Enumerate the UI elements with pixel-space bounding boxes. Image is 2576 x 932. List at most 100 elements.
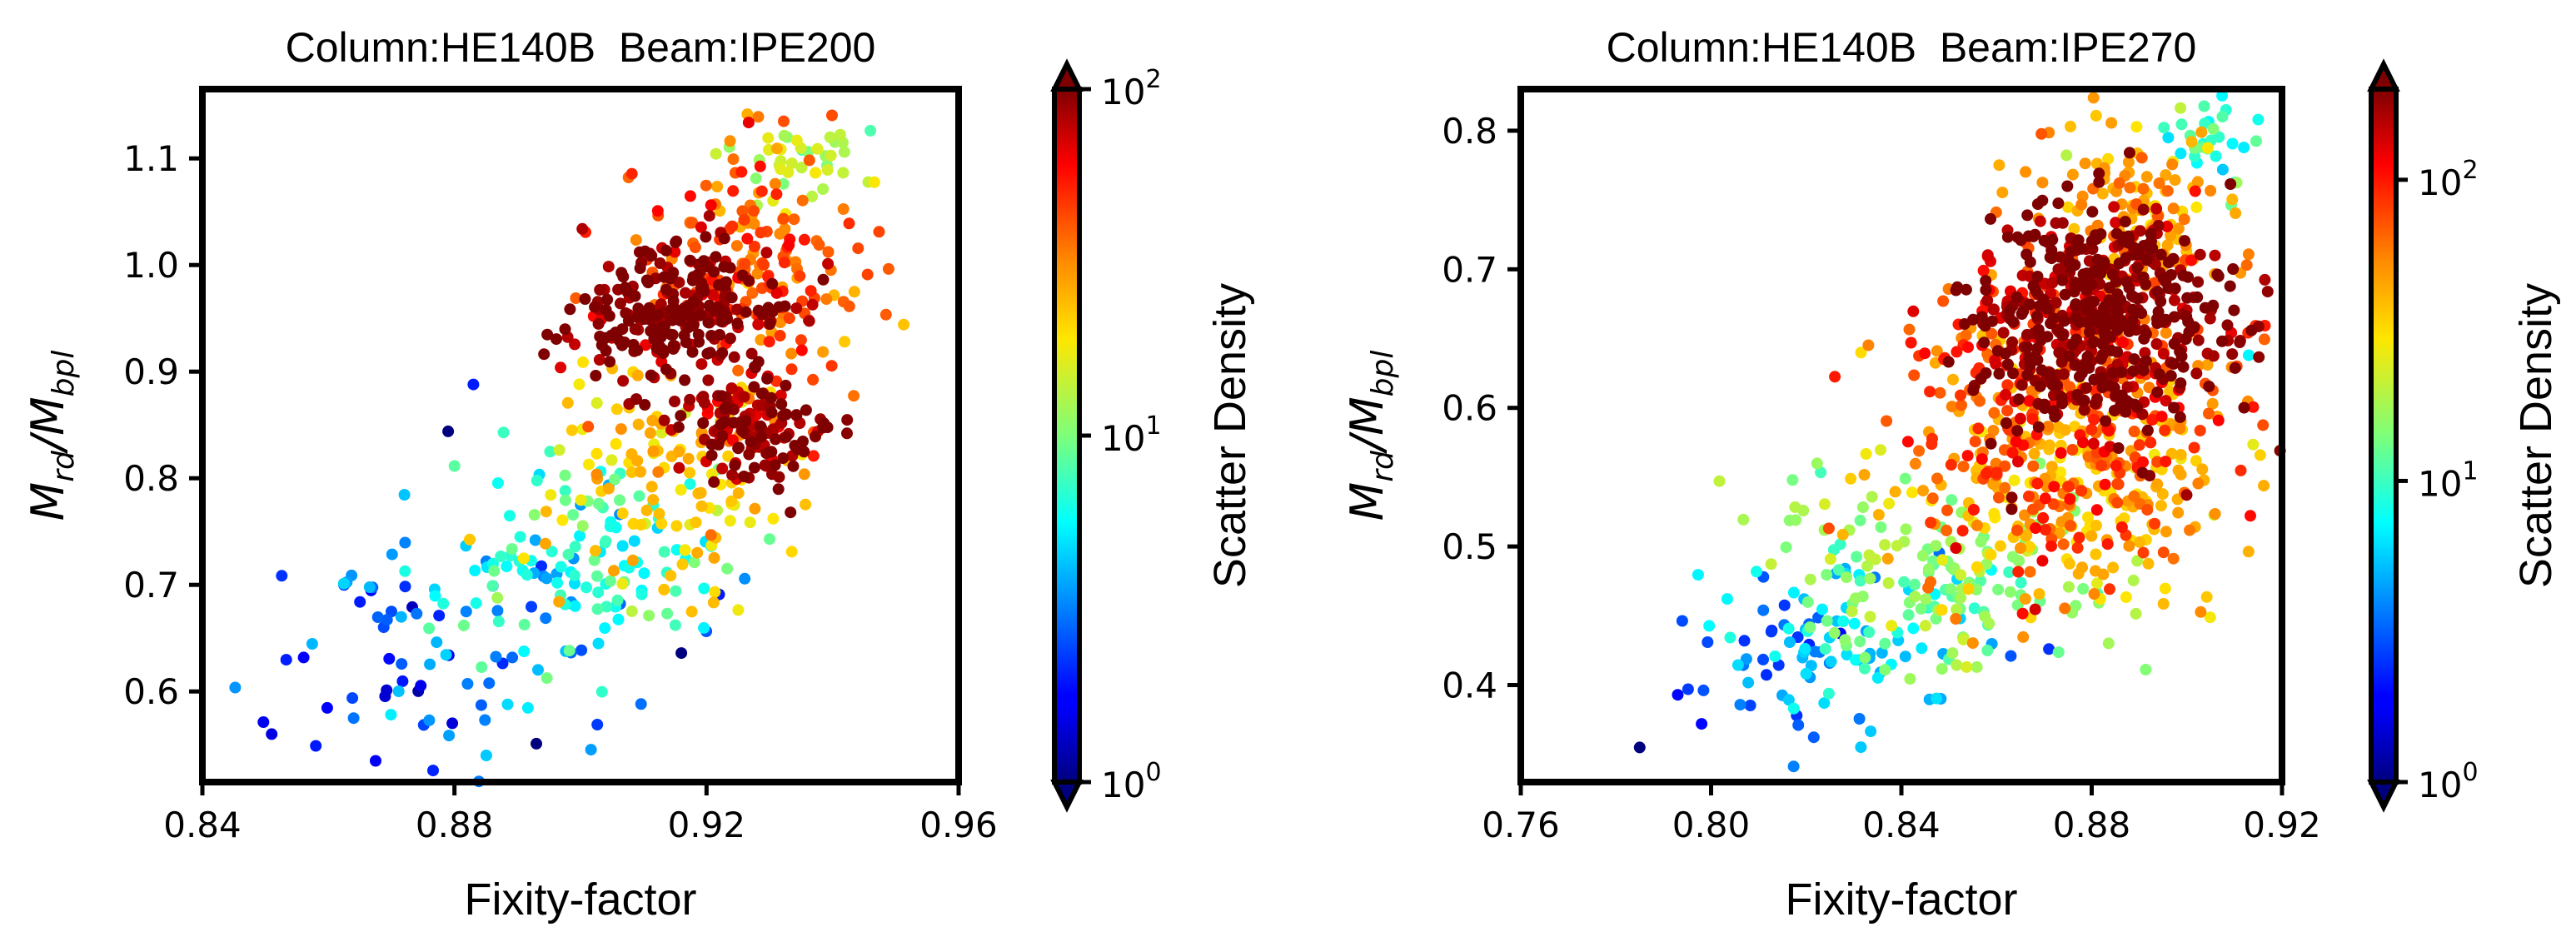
- chart-title-right: Column:HE140B Beam:IPE270: [1607, 24, 2197, 71]
- scatter-point: [1633, 741, 1646, 754]
- scatter-point: [675, 410, 687, 422]
- scatter-point: [2157, 347, 2170, 360]
- scatter-point: [770, 433, 782, 446]
- scatter-point: [591, 719, 604, 730]
- scatter-point: [2258, 333, 2270, 346]
- scatter-point: [787, 460, 800, 472]
- scatter-point: [1942, 356, 1955, 368]
- scatter-point: [778, 115, 790, 127]
- scatter-point: [719, 402, 731, 415]
- scatter-point: [1979, 320, 1991, 332]
- scatter-point: [1822, 687, 1835, 700]
- scatter-point: [2106, 366, 2119, 379]
- scatter-point: [2160, 456, 2172, 468]
- scatter-point: [2165, 447, 2178, 460]
- x-tick-label: 0.84: [163, 805, 242, 845]
- scatter-point: [817, 346, 830, 358]
- scatter-point: [1899, 650, 1911, 663]
- scatter-point: [1983, 617, 1996, 630]
- scatter-point: [721, 562, 734, 575]
- scatter-point: [697, 417, 710, 429]
- scatter-point: [745, 347, 758, 360]
- colorbar-extend-min-left: [1050, 780, 1084, 813]
- scatter-point: [2090, 548, 2102, 561]
- scatter-point: [371, 611, 384, 623]
- scatter-point: [678, 329, 690, 341]
- scatter-point: [2166, 158, 2179, 171]
- scatter-point: [2001, 379, 2014, 391]
- scatter-point: [2134, 536, 2146, 548]
- scatter-point: [1865, 725, 1877, 738]
- scatter-point: [1985, 549, 1997, 561]
- scatter-point: [594, 331, 606, 342]
- scatter-point: [2141, 424, 2154, 436]
- scatter-point: [750, 172, 762, 185]
- chart-panel-right: Column:HE140B Beam:IPE270 0.76 0.80 0.84 0.…: [1341, 24, 2561, 925]
- scatter-point: [559, 485, 571, 497]
- scatter-point: [825, 149, 837, 162]
- scatter-point: [2151, 456, 2164, 468]
- scatter-point: [1993, 491, 2005, 504]
- scatter-point: [491, 605, 504, 617]
- scatter-point: [526, 601, 537, 613]
- y-ticks-left: 0.6 0.7 0.8 0.9 1.0 1.1: [123, 138, 202, 712]
- scatter-point: [2023, 490, 2035, 502]
- scatter-point: [2137, 203, 2150, 216]
- scatter-point: [2065, 120, 2076, 132]
- scatter-point: [2245, 324, 2258, 336]
- scatter-point: [868, 176, 880, 188]
- scatter-point: [653, 507, 665, 520]
- scatter-point: [1908, 369, 1921, 381]
- scatter-point: [707, 289, 719, 302]
- scatter-point: [736, 426, 749, 438]
- colorbar-right: 100 101 102 Scatter Density: [2367, 58, 2561, 813]
- scatter-point: [670, 520, 683, 532]
- scatter-point: [570, 292, 582, 304]
- scatter-point: [1961, 660, 1973, 673]
- colorbar-tick-label: 102: [1101, 65, 1162, 112]
- scatter-point: [566, 424, 578, 436]
- scatter-point: [604, 356, 616, 368]
- scatter-point: [2191, 176, 2204, 188]
- scatter-point: [2027, 460, 2040, 472]
- scatter-point: [698, 582, 710, 595]
- scatter-point: [1977, 264, 1990, 277]
- scatter-point: [1945, 583, 1957, 596]
- scatter-point: [769, 459, 781, 471]
- scatter-point: [1889, 486, 1901, 498]
- scatter-point: [2157, 546, 2170, 559]
- scatter-point: [1985, 212, 1996, 225]
- scatter-point: [2077, 277, 2090, 289]
- scatter-point: [2090, 109, 2102, 122]
- scatter-point: [2192, 276, 2205, 288]
- scatter-point: [433, 610, 446, 622]
- scatter-point: [803, 315, 815, 327]
- scatter-point: [1926, 492, 1939, 505]
- scatter-point: [645, 250, 658, 262]
- scatter-point: [772, 483, 785, 496]
- scatter-point: [2151, 386, 2164, 398]
- scatter-point: [673, 461, 685, 474]
- scatter-point: [1827, 544, 1840, 556]
- scatter-point: [632, 418, 645, 431]
- scatter-point: [738, 391, 750, 403]
- scatter-point: [822, 246, 835, 258]
- scatter-point: [2140, 664, 2152, 675]
- scatter-point: [1950, 542, 1962, 554]
- scatter-point: [724, 332, 736, 345]
- scatter-point: [1672, 689, 1684, 701]
- scatter-point: [629, 290, 641, 302]
- scatter-point: [670, 585, 682, 597]
- scatter-point: [2039, 402, 2050, 414]
- scatter-point: [1936, 604, 1948, 616]
- scatter-point: [608, 565, 620, 577]
- scatter-point: [599, 622, 611, 635]
- scatter-point: [2077, 436, 2089, 449]
- scatter-point: [708, 266, 720, 278]
- scatter-point: [1972, 422, 1985, 435]
- scatter-point: [2056, 329, 2069, 341]
- scatter-point: [1951, 659, 1963, 671]
- scatter-point: [2034, 380, 2046, 392]
- scatter-point: [817, 183, 830, 195]
- scatter-point: [2016, 607, 2029, 620]
